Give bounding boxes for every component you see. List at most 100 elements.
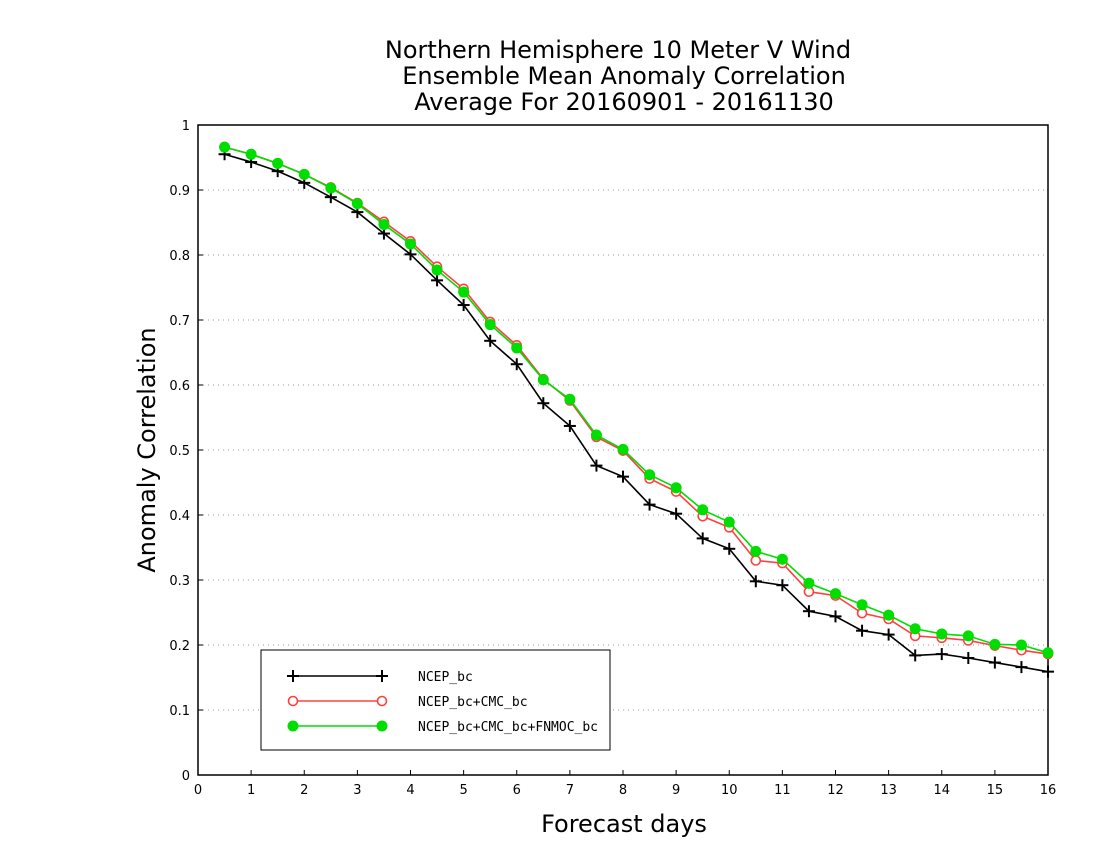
data-point [935, 648, 948, 661]
series-line [224, 146, 1049, 655]
data-point [750, 545, 762, 557]
x-tick-label: 6 [513, 783, 521, 798]
x-tick-label: 10 [721, 783, 738, 798]
data-point [643, 498, 656, 511]
data-point [829, 610, 842, 623]
y-tick-label: 0.6 [169, 379, 190, 394]
data-point [219, 141, 231, 153]
y-tick-label: 1 [182, 119, 190, 134]
data-point [670, 507, 683, 520]
y-tick-label: 0.2 [169, 639, 190, 654]
data-point [457, 299, 470, 312]
data-point [962, 652, 975, 664]
title-line-1: Northern Hemisphere 10 Meter V Wind [385, 36, 851, 64]
data-point [909, 623, 921, 635]
x-tick-label: 0 [194, 783, 202, 798]
legend-box [260, 649, 611, 751]
data-point [1015, 639, 1027, 651]
data-point [511, 342, 523, 354]
legend-label: NCEP_bc [418, 670, 473, 685]
x-tick-label: 14 [933, 783, 950, 798]
title-line-3: Average For 20160901 - 20161130 [414, 88, 834, 116]
data-point [537, 374, 549, 386]
legend-marker [287, 695, 299, 707]
legend: NCEP_bc NCEP_bc+CMC_bc NCEP_bc+CMC_bc+FNMO… [260, 649, 611, 751]
title-line-2: Ensemble Mean Anomaly Correlation [402, 62, 846, 90]
legend-marker [287, 670, 299, 682]
series-3 [219, 141, 1054, 659]
data-point [405, 238, 416, 250]
legend-marker [376, 670, 388, 682]
data-point [776, 579, 789, 592]
data-point [590, 459, 603, 472]
series-1 [218, 148, 1054, 678]
data-point [458, 286, 470, 298]
series-line [224, 153, 1049, 673]
data-point [1042, 647, 1054, 659]
legend-marker [376, 720, 388, 732]
y-axis-label: Anomaly Correlation [133, 327, 161, 572]
data-point [697, 504, 709, 516]
data-point [670, 482, 682, 494]
series-line [224, 146, 1049, 654]
x-tick-label: 15 [987, 783, 1004, 798]
legend-label: NCEP_bc+CMC_bc+FNMOC_bc [418, 720, 598, 735]
data-point [988, 656, 1001, 669]
x-tick-label: 13 [880, 783, 897, 798]
data-point [351, 198, 363, 210]
x-axis-label: Forecast days [541, 810, 707, 838]
data-point [802, 605, 815, 618]
data-point [563, 419, 576, 432]
legend-marker [287, 720, 299, 732]
y-axis-ticks: 0 0.1 0.2 0.3 0.4 0.5 0.6 0.7 0.8 0.9 1 [169, 119, 203, 784]
data-point [1015, 661, 1028, 674]
data-point [883, 609, 895, 621]
data-point [856, 599, 868, 611]
legend-marker [376, 695, 388, 707]
x-tick-label: 7 [566, 783, 574, 798]
data-point [537, 397, 550, 410]
x-tick-label: 16 [1040, 783, 1057, 798]
data-point [404, 248, 417, 261]
x-tick-label: 11 [774, 783, 791, 798]
x-tick-label: 9 [672, 783, 680, 798]
x-tick-label: 2 [300, 783, 308, 798]
data-point [909, 649, 922, 662]
legend-label: NCEP_bc+CMC_bc [418, 695, 528, 710]
data-point [723, 542, 736, 555]
y-tick-label: 0.1 [169, 704, 190, 719]
legend-items: NCEP_bc NCEP_bc+CMC_bc NCEP_bc+CMC_bc+FNMO… [287, 670, 598, 735]
y-tick-label: 0.5 [169, 444, 190, 459]
data-point [617, 443, 629, 455]
legend-item: NCEP_bc [287, 670, 473, 685]
data-point [830, 588, 841, 600]
data-point [723, 516, 735, 528]
y-tick-label: 0.8 [169, 249, 190, 264]
data-point [644, 469, 656, 481]
data-point [750, 555, 762, 566]
series-2 [219, 141, 1054, 660]
data-point [749, 575, 762, 588]
x-axis-ticks: 0 1 2 3 4 5 6 7 8 9 10 11 12 13 14 15 16 [194, 770, 1056, 798]
data-point [484, 334, 497, 347]
legend-item: NCEP_bc+CMC_bc+FNMOC_bc [287, 720, 598, 735]
data-point [776, 553, 788, 565]
data-point [856, 624, 869, 637]
data-point [431, 274, 444, 287]
data-point [378, 218, 390, 230]
y-tick-label: 0 [182, 769, 190, 784]
data-point [431, 264, 443, 276]
x-tick-label: 5 [459, 783, 467, 798]
data-point [510, 358, 523, 371]
data-point [1042, 665, 1054, 678]
y-tick-label: 0.7 [169, 314, 190, 329]
series-group [218, 141, 1054, 678]
x-tick-label: 8 [619, 783, 627, 798]
data-point [245, 148, 257, 160]
x-tick-label: 3 [353, 783, 361, 798]
data-point [564, 393, 576, 405]
data-point [696, 532, 709, 545]
data-point [325, 182, 337, 194]
data-point [936, 628, 948, 640]
